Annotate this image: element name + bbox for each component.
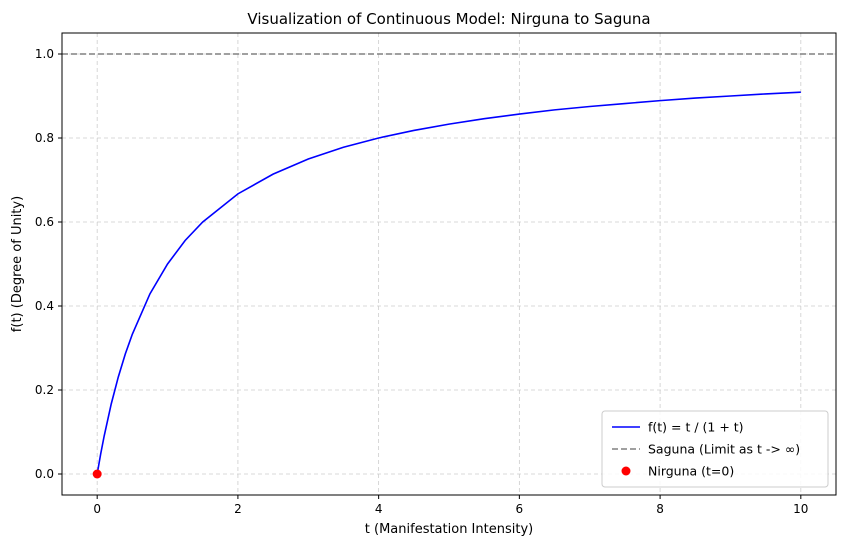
- y-tick-label: 0.0: [35, 467, 54, 481]
- x-axis-label: t (Manifestation Intensity): [365, 522, 533, 537]
- plot-frame: [61, 32, 837, 496]
- chart-title: Visualization of Continuous Model: Nirgu…: [247, 10, 650, 28]
- y-tick-label: 1.0: [35, 47, 54, 61]
- x-tick-label: 6: [516, 502, 524, 516]
- nirguna-point: [92, 469, 102, 479]
- y-axis-label: f(t) (Degree of Unity): [10, 196, 25, 332]
- x-tick-label: 10: [793, 502, 808, 516]
- legend-swatch-point: [621, 466, 631, 476]
- f-t-curve: [96, 91, 801, 475]
- legend: f(t) = t / (1 + t) Saguna (Limit as t -> …: [601, 410, 829, 488]
- y-tick-label: 0.4: [35, 299, 54, 313]
- y-tick-label: 0.8: [35, 131, 54, 145]
- data-series: [62, 53, 836, 479]
- legend-label: Saguna (Limit as t -> ∞): [648, 442, 800, 457]
- y-tick-label: 0.6: [35, 215, 54, 229]
- x-tick-label: 4: [375, 502, 383, 516]
- axis-ticks: 0 2 4 6 8 10 0.0 0.2 0.4 0.6 0.8 1.0: [35, 47, 809, 516]
- x-tick-label: 0: [93, 502, 101, 516]
- legend-label: f(t) = t / (1 + t): [648, 420, 744, 435]
- x-tick-label: 8: [656, 502, 664, 516]
- y-tick-label: 0.2: [35, 383, 54, 397]
- x-tick-label: 2: [234, 502, 242, 516]
- legend-box: [601, 410, 829, 488]
- legend-label: Nirguna (t=0): [648, 464, 734, 479]
